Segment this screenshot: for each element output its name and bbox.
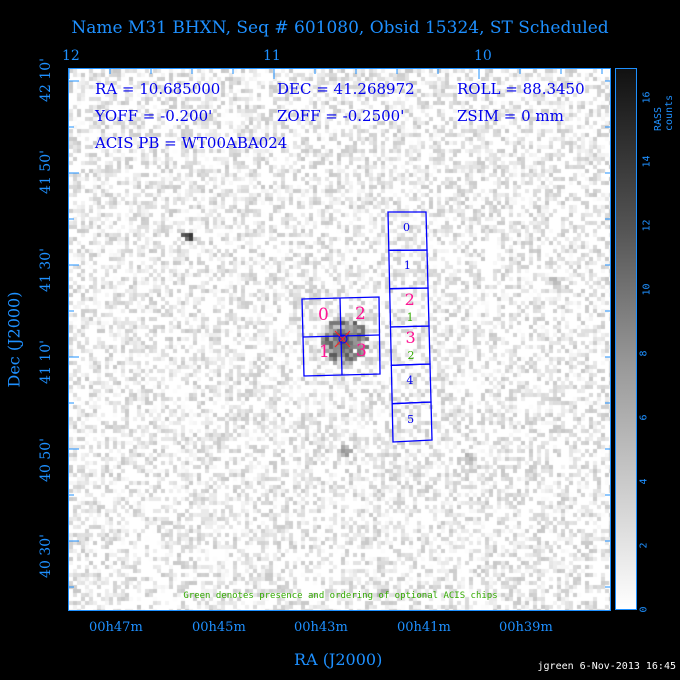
colorbar-tick-label: 16 <box>641 91 653 104</box>
acis-s-chip-label: 4 <box>406 374 414 388</box>
zsim-value: ZSIM = 0 mm <box>457 107 564 125</box>
top-tick-label: 12 <box>62 48 80 64</box>
colorbar-tick-label: 4 <box>638 478 650 485</box>
colorbar <box>615 68 637 610</box>
y-tick-label: 41 50' <box>37 150 54 194</box>
colorbar-tick-label: 10 <box>641 283 653 296</box>
y-tick-label: 40 50' <box>37 438 54 482</box>
y-axis-label: Dec (J2000) <box>4 291 24 388</box>
acis-s-chip-outline <box>391 401 433 443</box>
acis-i-chip-label: 1 <box>319 342 330 362</box>
optional-chip-order: 1 <box>406 310 414 324</box>
zoff-value: ZOFF = -0.2500' <box>277 107 405 125</box>
plot-title: Name M31 BHXN, Seq # 601080, Obsid 15324… <box>71 18 609 38</box>
y-tick-label: 41 30' <box>37 248 54 292</box>
ra-value: RA = 10.685000 <box>95 80 221 98</box>
colorbar-tick-label: 8 <box>638 350 650 357</box>
colorbar-tick-label: 12 <box>641 219 653 232</box>
colorbar-tick-label: 14 <box>641 155 653 168</box>
x-axis-label: RA (J2000) <box>294 650 383 669</box>
x-tick-label: 00h45m <box>192 620 246 635</box>
optional-chips-note: Green denotes presence and ordering of o… <box>183 591 498 601</box>
colorbar-tick-label: 0 <box>638 606 650 613</box>
dec-value: DEC = 41.268972 <box>277 80 415 98</box>
acis-i-chip-label: 0 <box>318 305 329 325</box>
yoff-value: YOFF = -0.200' <box>95 107 213 125</box>
colorbar-label: RASS counts <box>653 94 675 131</box>
credit-line: jgreen 6-Nov-2013 16:45 <box>537 661 676 672</box>
y-tick-label: 42 10' <box>37 58 54 102</box>
acis-i-outline <box>301 296 381 377</box>
acis-pb-value: ACIS PB = WT00ABA024 <box>95 134 288 152</box>
x-tick-label: 00h47m <box>89 620 143 635</box>
y-tick-label: 40 30' <box>37 534 54 578</box>
sky-image[interactable]: RA = 10.685000 DEC = 41.268972 ROLL = 88… <box>68 68 611 611</box>
acis-s-chip-label: 5 <box>407 412 415 426</box>
optional-chip-order: 2 <box>407 349 415 362</box>
top-tick-label: 10 <box>474 48 492 64</box>
acis-i-divider <box>302 334 380 338</box>
roll-value: ROLL = 88.3450 <box>457 80 585 98</box>
y-tick-label: 41 10' <box>37 340 54 384</box>
acis-s-chip-label: 1 <box>403 259 411 273</box>
acis-s-chip-label: 2 <box>404 289 415 309</box>
acis-i-chip-label: 3 <box>356 341 367 361</box>
chip-overlay <box>69 69 610 588</box>
x-tick-label: 00h43m <box>294 620 348 635</box>
acis-s-chip-label: 3 <box>405 328 416 347</box>
acis-s-chip-label: 0 <box>403 221 410 234</box>
x-tick-label: 00h41m <box>397 620 451 635</box>
colorbar-tick-label: 6 <box>638 414 650 421</box>
colorbar-tick-label: 2 <box>638 542 650 549</box>
top-tick-label: 11 <box>263 48 281 64</box>
acis-i-chip-label: 2 <box>355 304 366 324</box>
x-tick-label: 00h39m <box>499 620 553 635</box>
